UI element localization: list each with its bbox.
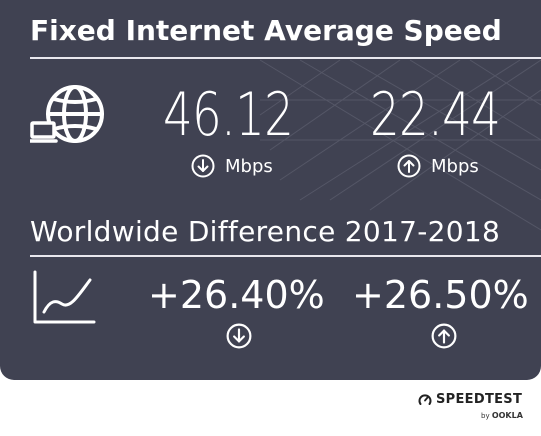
section-subtitle: Worldwide Difference 2017-2018 (30, 215, 500, 248)
download-unit-row: Mbps (191, 153, 273, 179)
download-change-value: +26.40% (148, 273, 325, 317)
brand-by: by (481, 412, 490, 420)
upload-speed-value: 22.44 (370, 80, 500, 150)
speed-card: Fixed Internet Average Speed 46.12 22.44… (0, 0, 541, 380)
brand-company: OOKLA (492, 411, 523, 420)
upload-change-value: +26.50% (352, 273, 529, 317)
arrow-down-circle-icon (226, 323, 252, 349)
upload-unit-label: Mbps (431, 156, 479, 177)
arrow-up-circle-icon (431, 323, 457, 349)
arrow-up-circle-icon (397, 154, 421, 178)
line-chart-icon (32, 270, 96, 326)
arrow-down-circle-icon (191, 154, 215, 178)
globe-laptop-icon (30, 83, 104, 149)
upload-unit-row: Mbps (397, 153, 479, 179)
brand-name: SPEEDTEST (436, 392, 522, 407)
speedometer-icon (418, 393, 432, 407)
card-title: Fixed Internet Average Speed (30, 14, 502, 47)
speedtest-logo: SPEEDTEST (418, 392, 522, 407)
title-divider (30, 57, 541, 59)
download-unit-label: Mbps (225, 156, 273, 177)
subtitle-divider (30, 255, 541, 257)
brand-byline: by OOKLA (481, 411, 523, 420)
download-speed-value: 46.12 (163, 80, 293, 150)
